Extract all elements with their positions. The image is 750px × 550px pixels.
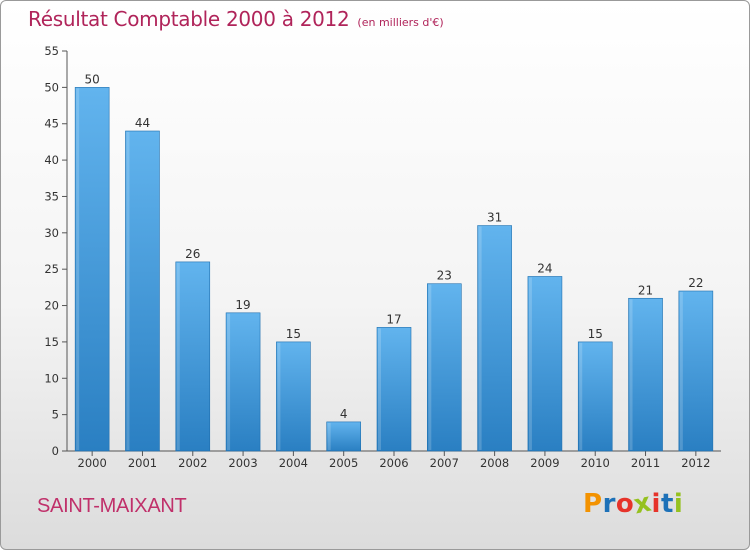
bar-highlight xyxy=(378,328,381,450)
bar-2010 xyxy=(577,341,613,452)
chart-axes: 0 5 10 15 20 25 30 35 40 45 50 55 2000 2001 2002 2003 20… xyxy=(44,44,721,470)
bar-2009 xyxy=(527,276,563,452)
y-tick-label: 10 xyxy=(44,371,59,385)
logo-letter: t xyxy=(660,489,674,519)
bar-highlight xyxy=(629,299,633,450)
x-tick-label-2001: 2001 xyxy=(128,456,157,470)
x-tick-label-2005: 2005 xyxy=(329,456,358,470)
chart-title: Résultat Comptable 2000 à 2012 (en millie… xyxy=(28,7,444,31)
value-label-2010: 15 xyxy=(588,327,603,341)
bar-highlight xyxy=(227,313,231,450)
bar-2002 xyxy=(175,261,211,452)
x-tick-label-2010: 2010 xyxy=(581,456,610,470)
x-tick-label-2007: 2007 xyxy=(430,456,459,470)
y-tick-label: 30 xyxy=(44,226,59,240)
bar-2003 xyxy=(225,312,261,452)
y-tick-label: 45 xyxy=(44,117,59,131)
logo-letter: i xyxy=(651,489,661,519)
proxiti-logo: Proxiti xyxy=(583,488,684,521)
value-label-2001: 44 xyxy=(135,116,150,130)
value-label-2005: 4 xyxy=(340,407,348,421)
bar-2012 xyxy=(678,290,714,452)
x-tick-label-2000: 2000 xyxy=(78,456,107,470)
x-tick-label-2011: 2011 xyxy=(631,456,660,470)
y-tick-label: 50 xyxy=(44,80,59,94)
chart-value-labels: 50 44 26 19 15 4 17 23 31 24 15 21 22 xyxy=(85,72,704,421)
y-tick-label: 20 xyxy=(44,299,59,313)
value-label-2004: 15 xyxy=(286,327,301,341)
x-tick-label-2009: 2009 xyxy=(530,456,559,470)
bar-highlight xyxy=(277,342,281,450)
logo-letter: i xyxy=(673,489,684,519)
bar-2000 xyxy=(74,87,110,452)
x-tick-label-2012: 2012 xyxy=(681,456,710,470)
y-tick-label: 5 xyxy=(52,408,59,422)
value-label-2000: 50 xyxy=(85,72,100,86)
value-label-2007: 23 xyxy=(437,269,452,283)
value-label-2002: 26 xyxy=(185,247,200,261)
x-tick-label-2004: 2004 xyxy=(279,456,308,470)
bar-2011 xyxy=(628,297,663,452)
bar-2006 xyxy=(376,327,412,452)
bar-2008 xyxy=(477,225,512,452)
value-label-2011: 21 xyxy=(638,283,653,297)
bar-highlight xyxy=(76,88,80,450)
chart-title-text: Résultat Comptable 2000 à 2012 xyxy=(28,7,350,31)
bar-highlight xyxy=(579,342,583,450)
value-label-2003: 19 xyxy=(235,298,250,312)
logo-letter: r xyxy=(602,489,616,519)
bar-highlight xyxy=(679,292,683,450)
bar-highlight xyxy=(327,422,331,450)
bar-2001 xyxy=(125,130,160,452)
value-label-2006: 17 xyxy=(386,312,401,326)
bar-highlight xyxy=(528,277,532,450)
y-tick-label: 55 xyxy=(44,44,59,58)
y-tick-label: 35 xyxy=(44,189,59,203)
bar-2007 xyxy=(427,283,462,452)
x-tick-label-2002: 2002 xyxy=(178,456,207,470)
x-tick-label-2008: 2008 xyxy=(480,456,509,470)
bar-highlight xyxy=(478,226,482,450)
logo-letter: o xyxy=(615,489,635,519)
y-tick-label: 0 xyxy=(52,444,59,458)
value-label-2012: 22 xyxy=(688,276,703,290)
bar-2005 xyxy=(326,421,361,452)
bar-highlight xyxy=(126,132,130,450)
value-label-2008: 31 xyxy=(487,211,502,225)
y-tick-label: 15 xyxy=(44,335,59,349)
bar-highlight xyxy=(176,262,180,450)
commune-name: SAINT-MAIXANT xyxy=(37,495,187,517)
value-label-2009: 24 xyxy=(537,261,552,275)
bar-highlight xyxy=(428,284,432,450)
chart-subtitle: (en milliers d'€) xyxy=(357,16,444,29)
y-tick-label: 25 xyxy=(44,262,59,276)
bar-2004 xyxy=(276,341,311,452)
x-tick-label-2003: 2003 xyxy=(228,456,257,470)
y-tick-label: 40 xyxy=(44,153,59,167)
x-tick-label-2006: 2006 xyxy=(379,456,408,470)
chart-bars xyxy=(74,87,714,452)
logo-letter: P xyxy=(583,489,603,519)
